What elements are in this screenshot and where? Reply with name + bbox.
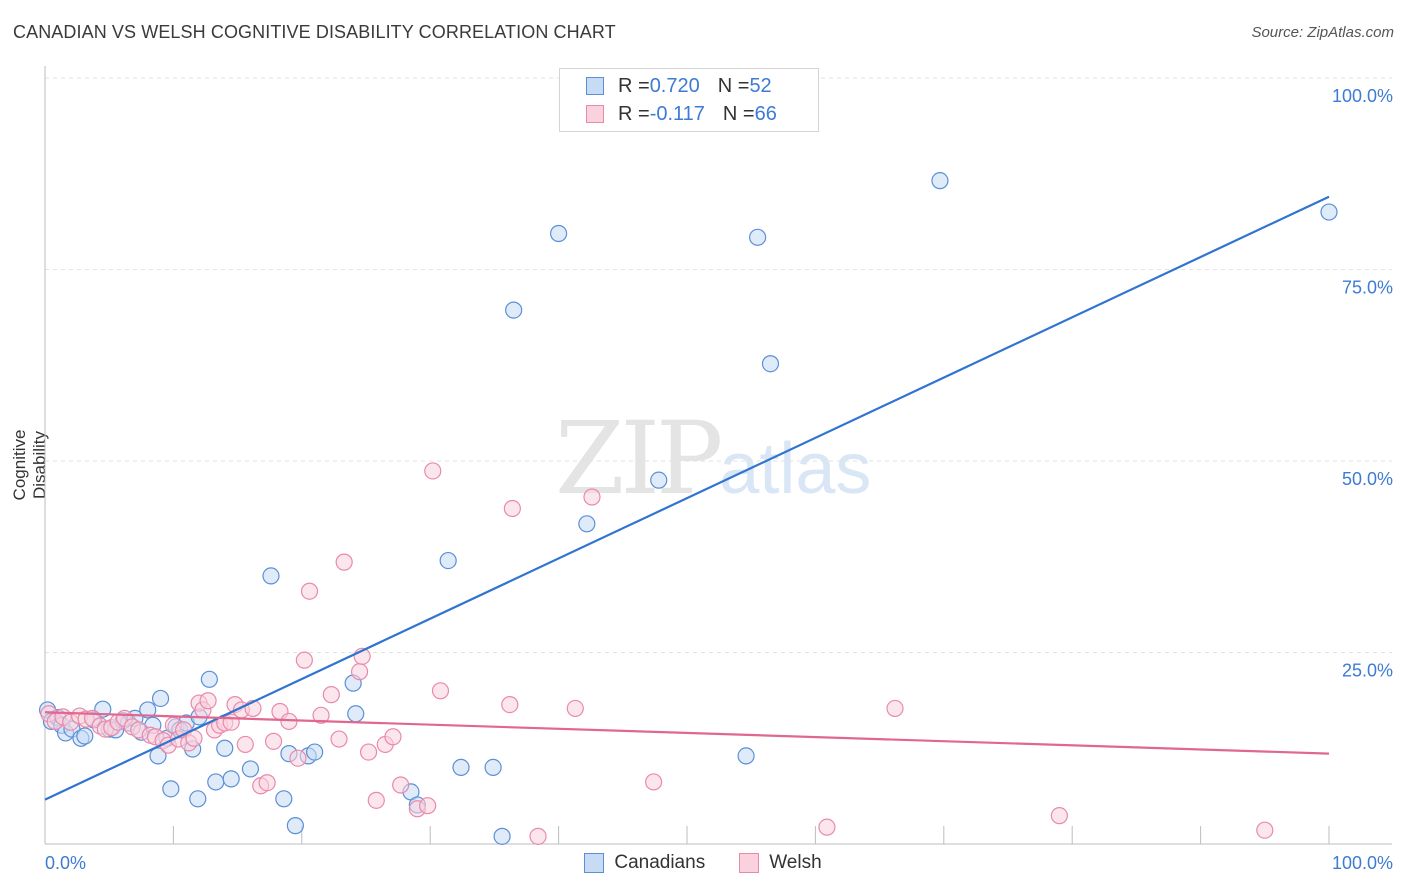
legend-item-canadians[interactable]: Canadians: [584, 852, 705, 874]
legend-swatch-welsh: [739, 853, 760, 873]
point-welsh: [818, 818, 836, 836]
legend-swatch-canadians: [584, 853, 605, 873]
legend-label-welsh: Welsh: [769, 852, 822, 873]
legend-r-label: R =: [618, 74, 650, 97]
point-welsh: [1050, 807, 1068, 825]
point-welsh: [359, 743, 378, 761]
point-canadians: [578, 515, 596, 533]
legend-label-canadians: Canadians: [614, 852, 706, 873]
point-welsh: [529, 827, 547, 845]
point-welsh: [322, 686, 340, 704]
point-canadians: [139, 701, 157, 719]
source-label: Source: ZipAtlas.com: [1251, 24, 1394, 41]
legend-item-welsh[interactable]: Welsh: [739, 852, 822, 874]
point-canadians: [222, 770, 240, 788]
point-canadians: [931, 172, 949, 190]
point-welsh: [264, 732, 283, 750]
point-welsh: [236, 735, 254, 754]
point-canadians: [650, 471, 668, 489]
point-welsh: [335, 553, 353, 571]
watermark-zip: ZIP: [555, 400, 723, 517]
point-welsh: [289, 749, 307, 767]
point-canadians: [1320, 203, 1338, 221]
point-welsh: [886, 699, 904, 718]
point-canadians: [549, 224, 568, 243]
point-canadians: [162, 780, 180, 798]
x-tick-label: 100.0%: [1332, 853, 1393, 873]
chart-title: CANADIAN VS WELSH COGNITIVE DISABILITY C…: [13, 22, 616, 42]
legend-n-value: 66: [754, 102, 777, 125]
point-canadians: [207, 773, 225, 791]
y-tick-label: 50.0%: [1342, 469, 1393, 489]
point-welsh: [583, 488, 601, 506]
point-canadians: [493, 827, 511, 845]
point-canadians: [149, 747, 167, 765]
series-legend: Canadians Welsh: [0, 852, 1406, 874]
legend-r-value: -0.117: [649, 102, 705, 125]
legend-n-value: 52: [749, 74, 772, 97]
point-welsh: [300, 582, 319, 600]
y-tick-label: 100.0%: [1332, 86, 1393, 106]
correlation-legend: R = 0.720 N = 52 R = -0.117 N = 66: [559, 68, 819, 132]
y-tick-label: 25.0%: [1342, 661, 1393, 681]
point-canadians: [76, 727, 94, 745]
point-welsh: [330, 730, 348, 748]
legend-r-value: 0.720: [649, 74, 700, 97]
x-tick-label: 0.0%: [45, 853, 86, 873]
legend-n-label: N =: [722, 102, 755, 125]
point-welsh: [280, 712, 298, 731]
legend-swatch-welsh: [586, 105, 604, 123]
point-welsh: [199, 692, 217, 710]
legend-row-canadians: R = 0.720 N = 52: [586, 74, 772, 98]
point-welsh: [367, 791, 385, 809]
watermark-atlas: atlas: [719, 429, 872, 509]
legend-swatch-canadians: [586, 77, 604, 95]
point-canadians: [275, 790, 293, 808]
trendline-welsh: [44, 711, 1330, 755]
trendline-canadians: [44, 195, 1330, 801]
point-canadians: [200, 670, 218, 688]
point-welsh: [312, 706, 330, 724]
point-canadians: [286, 817, 304, 835]
point-canadians: [737, 747, 755, 765]
point-canadians: [189, 790, 207, 808]
point-canadians: [439, 551, 457, 570]
watermark: ZIPatlas: [555, 400, 871, 517]
point-welsh: [566, 699, 584, 718]
point-welsh: [384, 728, 402, 746]
legend-n-label: N =: [717, 74, 750, 97]
y-tick-label: 75.0%: [1342, 278, 1393, 298]
point-canadians: [151, 689, 170, 708]
point-welsh: [258, 774, 276, 792]
point-welsh: [392, 776, 410, 794]
point-welsh: [645, 773, 663, 791]
point-canadians: [749, 228, 767, 246]
point-canadians: [306, 743, 324, 761]
legend-r-label: R =: [618, 102, 650, 125]
point-welsh: [1256, 821, 1274, 839]
point-canadians: [347, 705, 365, 723]
legend-row-welsh: R = -0.117 N = 66: [586, 102, 777, 126]
point-canadians: [262, 567, 280, 585]
point-canadians: [452, 758, 470, 777]
point-welsh: [295, 651, 313, 669]
point-canadians: [216, 739, 234, 757]
point-welsh: [350, 663, 369, 681]
point-welsh: [503, 499, 521, 518]
point-welsh: [431, 682, 450, 700]
point-canadians: [484, 758, 502, 777]
point-canadians: [505, 301, 523, 319]
point-welsh: [424, 462, 442, 480]
point-canadians: [761, 355, 780, 373]
point-welsh: [419, 797, 437, 815]
point-welsh: [501, 695, 519, 714]
point-canadians: [241, 760, 260, 778]
